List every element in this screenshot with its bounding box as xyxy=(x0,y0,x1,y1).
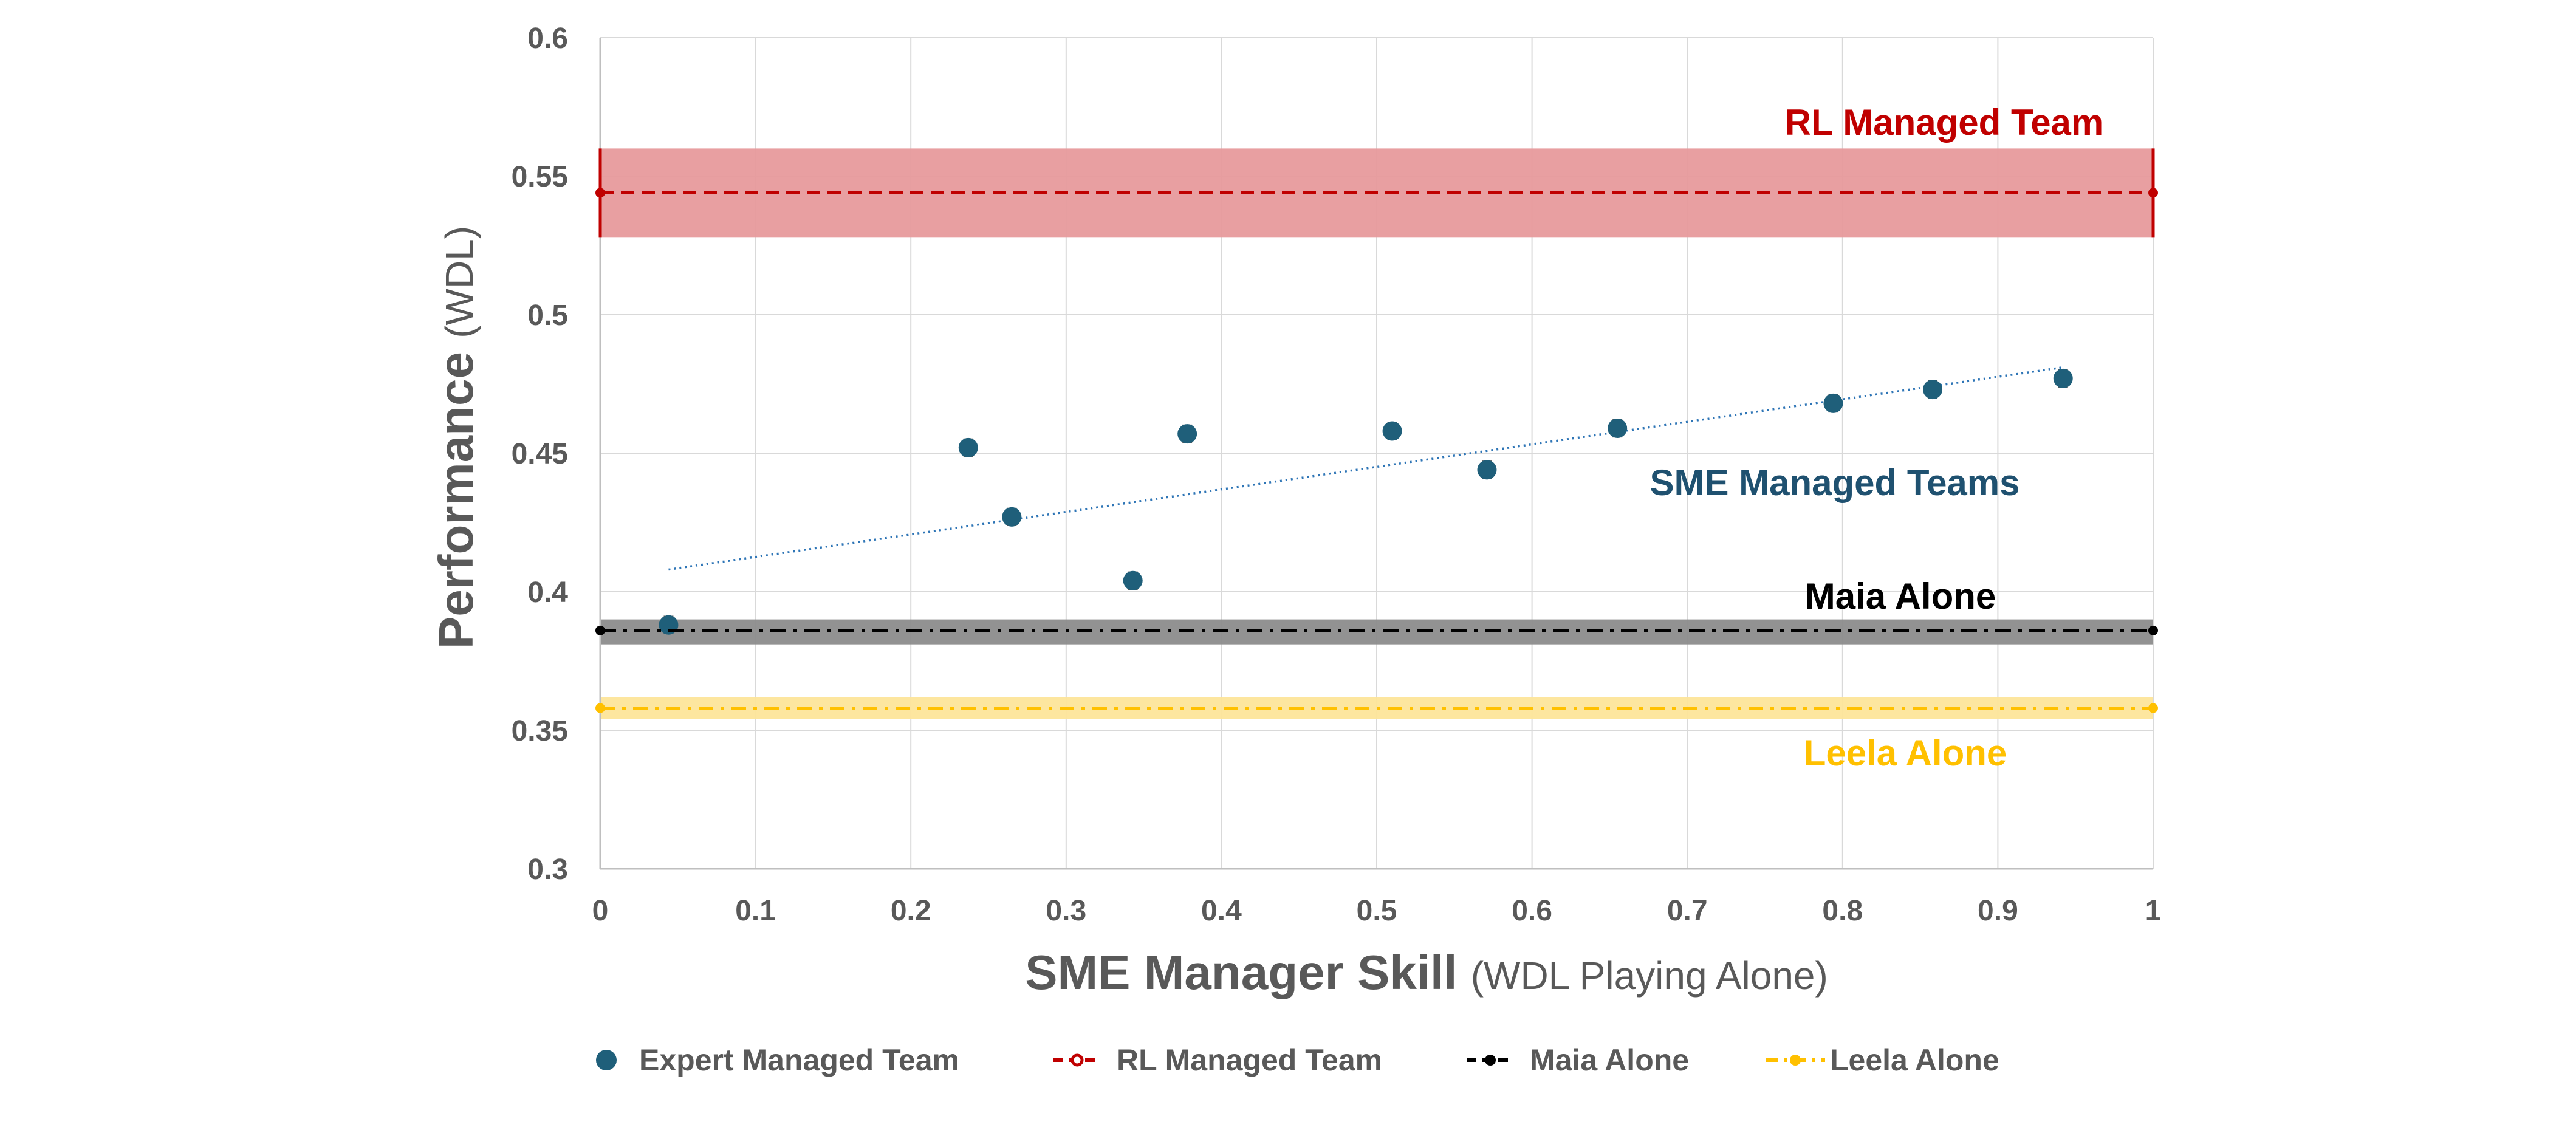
y-axis-title: Performance (WDL) xyxy=(429,226,483,649)
maia-alone-endpoint-left xyxy=(595,625,605,635)
x-tick-label: 0.1 xyxy=(735,895,776,927)
rl-managed-team-endpoint-right xyxy=(2148,188,2158,198)
rl-managed-team-endpoint-left xyxy=(595,188,605,198)
expert-managed-team-point xyxy=(1002,507,1022,527)
expert-managed-team-point xyxy=(1123,570,1143,590)
expert-managed-team-point xyxy=(958,437,978,457)
expert-managed-team-point xyxy=(1177,424,1197,444)
x-tick-label: 0.2 xyxy=(891,895,931,927)
reference-lines xyxy=(595,148,2158,713)
expert-managed-team-point xyxy=(1923,380,1943,400)
expert-managed-team-point xyxy=(1823,393,1843,413)
legend: Expert Managed Team RL Managed Team Maia… xyxy=(596,1043,1999,1077)
y-tick-labels: 0.3 0.35 0.4 0.45 0.5 0.55 0.6 xyxy=(512,22,569,886)
expert-managed-team-point xyxy=(2053,368,2073,388)
y-tick-label: 0.4 xyxy=(527,577,568,609)
y-tick-label: 0.6 xyxy=(527,22,568,55)
legend-item-expert-managed-team: Expert Managed Team xyxy=(596,1043,959,1077)
annotation-leela-alone: Leela Alone xyxy=(1804,733,2007,773)
expert-managed-team-point xyxy=(1477,460,1497,480)
x-tick-label: 0.7 xyxy=(1667,895,1708,927)
legend-item-maia-alone: Maia Alone xyxy=(1467,1043,1689,1077)
x-tick-label: 0.4 xyxy=(1201,895,1242,927)
legend-marker-rl-managed-team xyxy=(1070,1053,1084,1067)
legend-label-expert-managed-team: Expert Managed Team xyxy=(639,1043,959,1077)
legend-marker-maia-alone xyxy=(1485,1055,1496,1066)
y-tick-label: 0.3 xyxy=(527,854,568,886)
x-tick-label: 0.8 xyxy=(1822,895,1863,927)
legend-label-rl-managed-team: RL Managed Team xyxy=(1117,1043,1382,1077)
y-tick-label: 0.5 xyxy=(527,300,568,332)
x-tick-label: 0.5 xyxy=(1357,895,1397,927)
y-tick-label: 0.45 xyxy=(512,438,568,470)
expert-managed-team-point xyxy=(1608,418,1628,438)
x-tick-label: 1 xyxy=(2145,895,2162,927)
x-tick-labels: 0 0.1 0.2 0.3 0.4 0.5 0.6 0.7 0.8 0.9 1 xyxy=(592,895,2162,927)
maia-alone-band xyxy=(600,619,2153,645)
legend-label-maia-alone: Maia Alone xyxy=(1530,1043,1689,1077)
annotations: RL Managed Team SME Managed Teams Maia A… xyxy=(1649,102,2103,773)
x-tick-label: 0.9 xyxy=(1978,895,2018,927)
legend-item-leela-alone: Leela Alone xyxy=(1766,1043,1999,1077)
x-axis-title-bold: SME Manager Skill xyxy=(1025,945,1457,999)
y-tick-label: 0.35 xyxy=(512,715,568,747)
y-tick-label: 0.55 xyxy=(512,161,568,193)
leela-alone-endpoint-right xyxy=(2148,703,2158,713)
x-axis-title-light: (WDL Playing Alone) xyxy=(1471,954,1828,998)
legend-marker-leela-alone xyxy=(1790,1055,1801,1066)
legend-marker-expert-managed-team xyxy=(596,1050,617,1070)
annotation-sme-managed-teams: SME Managed Teams xyxy=(1649,462,2019,503)
legend-item-rl-managed-team: RL Managed Team xyxy=(1053,1043,1382,1077)
x-axis-title: SME Manager Skill (WDL Playing Alone) xyxy=(1025,945,1828,999)
expert-managed-team-point xyxy=(1382,421,1402,441)
x-tick-label: 0 xyxy=(592,895,609,927)
maia-alone-endpoint-right xyxy=(2148,625,2158,635)
annotation-maia-alone: Maia Alone xyxy=(1805,576,1996,617)
y-axis-title-bold: Performance xyxy=(429,352,483,649)
x-tick-label: 0.3 xyxy=(1046,895,1086,927)
x-tick-label: 0.6 xyxy=(1512,895,1552,927)
y-axis-title-light: (WDL) xyxy=(437,226,481,338)
legend-label-leela-alone: Leela Alone xyxy=(1830,1043,1999,1077)
leela-alone-endpoint-left xyxy=(595,703,605,713)
annotation-rl-managed-team: RL Managed Team xyxy=(1785,102,2104,143)
